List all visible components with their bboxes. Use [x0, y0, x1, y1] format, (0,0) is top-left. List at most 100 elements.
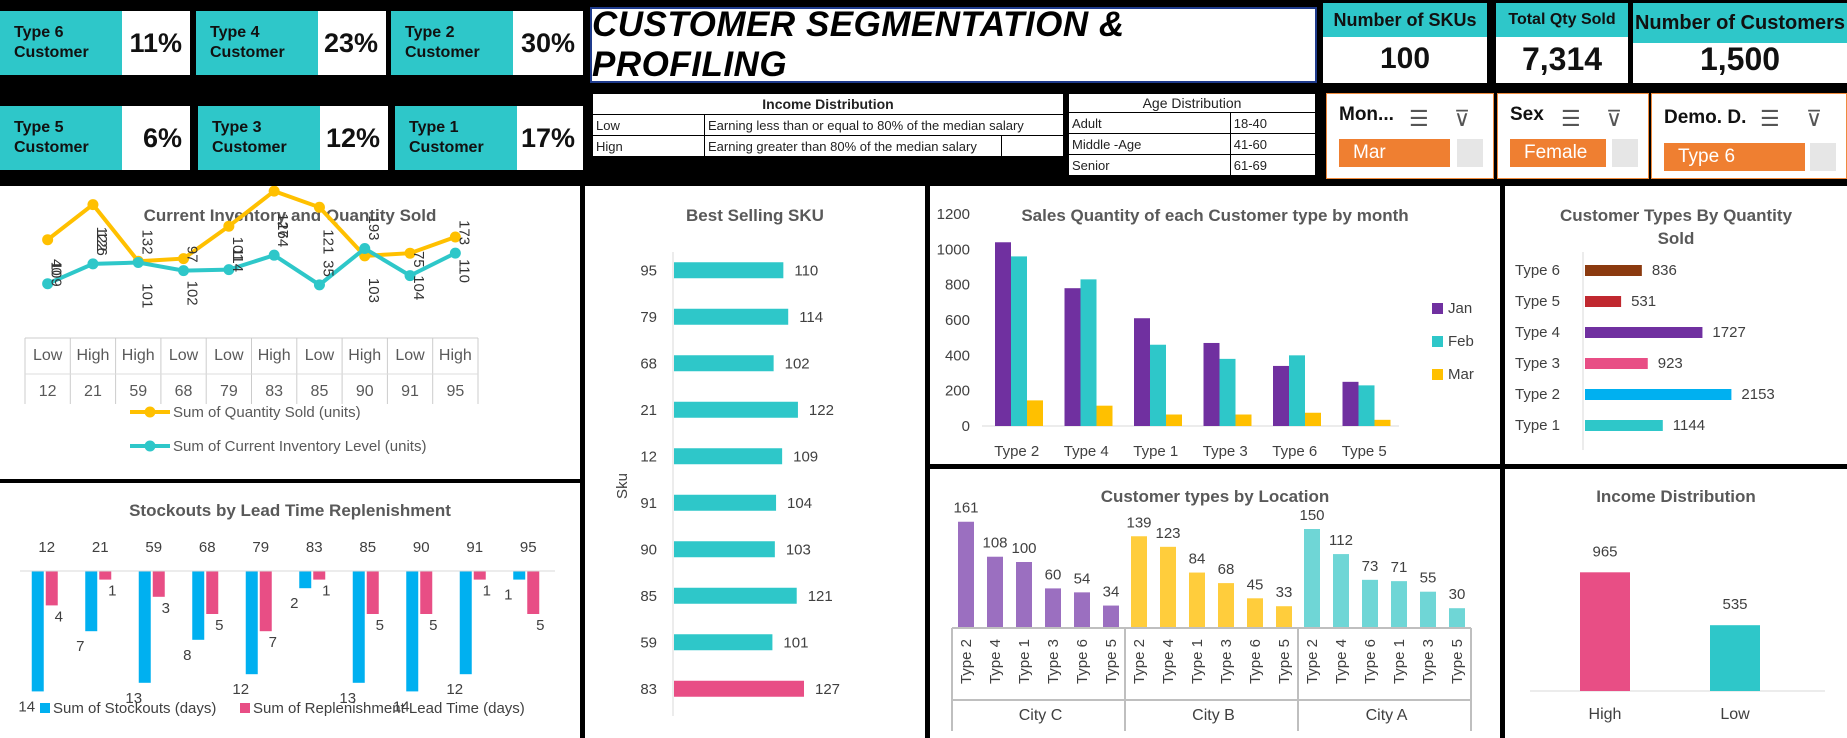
slicer-unselected-item[interactable] — [1457, 139, 1483, 167]
demographic-slicer[interactable]: Demo. D. ☰ ⊽ Type 6 — [1651, 93, 1847, 179]
x-tick-label: 83 — [306, 539, 323, 556]
y-tick-label: 83 — [640, 681, 657, 698]
kpi-tile-label: Type 6 Customer — [0, 11, 122, 75]
bar — [1247, 598, 1263, 628]
data-label: 71 — [1391, 559, 1408, 576]
slicer-selected-item[interactable]: Mar — [1339, 139, 1450, 167]
data-label: 127 — [815, 681, 840, 698]
x-tick-label: Type 2 — [994, 443, 1039, 460]
income-desc-cell: Earning less than or equal to 80% of the… — [704, 114, 1064, 136]
data-label: 102 — [785, 355, 810, 372]
x-tick-label: 90 — [413, 539, 430, 556]
data-label: 110 — [794, 262, 818, 279]
stockouts-chart-panel: Stockouts by Lead Time Replenishment 1 2 1… — [0, 483, 580, 738]
bar — [987, 556, 1003, 628]
slicer-selected-item[interactable]: Type 6 — [1664, 143, 1805, 171]
x-tick-label: Low — [214, 347, 244, 364]
bar — [958, 521, 974, 628]
month-slicer[interactable]: Mon... ☰ ⊽ Mar — [1326, 93, 1494, 179]
kpi-tile-type4: Type 4 Customer 23% — [196, 11, 386, 75]
slicer-unselected-item[interactable] — [1612, 139, 1638, 167]
y-tick-label: 85 — [640, 588, 657, 605]
kpi-tile-label: Type 2 Customer — [391, 11, 513, 75]
chart-title: Stockouts by Lead Time Replenishment — [129, 501, 451, 520]
bar — [1420, 591, 1436, 628]
bar — [1362, 579, 1378, 628]
bar — [674, 587, 797, 604]
data-label: 110 — [455, 259, 472, 283]
legend-swatch-marker — [144, 406, 156, 418]
age-group-cell: Adult — [1068, 112, 1231, 134]
y-tick-label: 1000 — [937, 241, 970, 258]
data-point — [223, 220, 235, 232]
legend-label: Sum of Quantity Sold (units) — [173, 404, 361, 421]
x-tick-label: Type 1 — [1391, 639, 1408, 684]
data-label: 33 — [1276, 584, 1293, 601]
bar — [1710, 625, 1760, 691]
bar — [1016, 562, 1032, 628]
slicer-unselected-item[interactable] — [1810, 143, 1836, 171]
data-label: 193 — [365, 215, 382, 240]
x-tick-label: Type 2 — [1304, 639, 1321, 684]
multi-select-icon[interactable]: ☰ — [1409, 106, 1429, 131]
chart-title: Best Selling SKU — [686, 206, 824, 225]
legend-swatch — [1432, 369, 1443, 380]
bar-lead-time — [420, 571, 433, 614]
bar-stockouts — [31, 571, 44, 692]
x-tick-label: Type 5 — [1276, 639, 1293, 684]
stat-value: 100 — [1379, 42, 1431, 75]
data-label: 7 — [269, 634, 277, 651]
data-point — [313, 279, 325, 291]
multi-select-icon[interactable]: ☰ — [1760, 106, 1780, 131]
kpi-tile-percent: 11% — [129, 27, 182, 58]
data-label: 75 — [410, 251, 427, 268]
x-tick-label: Type 2 — [1131, 639, 1148, 684]
data-label: 109 — [48, 262, 65, 287]
data-label: 1 — [322, 583, 330, 600]
data-label: 965 — [1592, 543, 1617, 560]
chart-title: Current Inventory and Quantity Sold — [143, 206, 437, 225]
data-label: 1 — [108, 583, 116, 600]
data-label: 126 — [93, 231, 110, 256]
y-tick-label: 79 — [640, 309, 657, 326]
x-tick-label: Type 4 — [1333, 639, 1350, 684]
y-tick-label: 59 — [640, 634, 657, 651]
x-tick-label: 91 — [466, 539, 483, 556]
multi-select-icon[interactable]: ☰ — [1561, 106, 1581, 131]
data-label: 1144 — [1673, 417, 1705, 434]
bar — [1027, 400, 1043, 426]
sex-slicer[interactable]: Sex ☰ ⊽ Female — [1497, 93, 1649, 179]
y-tick-label: Type 6 — [1515, 262, 1560, 279]
data-label: 55 — [1420, 570, 1437, 587]
income-empty-cell — [1001, 135, 1064, 157]
bar — [1304, 529, 1320, 628]
bar — [1585, 420, 1663, 431]
x-tick-label: 83 — [265, 383, 283, 400]
clear-filter-icon[interactable]: ⊽ — [1606, 106, 1623, 131]
bar — [1391, 581, 1407, 628]
customer-types-qty-panel: Customer Types By Quantity Sold Type 6 83… — [1505, 186, 1847, 464]
x-tick-label: 79 — [220, 383, 238, 400]
data-label: 2 — [290, 595, 298, 612]
data-point — [268, 249, 280, 261]
best-sku-bar-chart: 95 110 79 114 68 102 21 122 12 109 91 104 90 103 85 121… — [614, 252, 840, 716]
data-label: 4 — [55, 608, 63, 625]
slicer-selected-item[interactable]: Female — [1510, 139, 1606, 167]
bar — [674, 448, 783, 465]
bar — [674, 355, 774, 372]
stat-label: Number of Customers — [1633, 3, 1847, 43]
data-label: 5 — [215, 617, 223, 634]
bar-lead-time — [527, 571, 540, 614]
kpi-tile-label: Type 5 Customer — [0, 106, 122, 170]
data-label: 84 — [1189, 551, 1206, 568]
bar — [1150, 344, 1166, 426]
clear-filter-icon[interactable]: ⊽ — [1806, 106, 1823, 131]
data-point — [42, 234, 54, 246]
bar-lead-time — [99, 571, 112, 580]
bar — [1064, 288, 1081, 426]
stockouts-bar-chart: 1214421715913368857912783218513590145911… — [18, 539, 555, 717]
x-tick-label: Low — [1720, 706, 1750, 723]
age-range-cell: 41-60 — [1229, 133, 1317, 155]
y-tick-label: 90 — [640, 541, 657, 558]
clear-filter-icon[interactable]: ⊽ — [1454, 106, 1471, 131]
